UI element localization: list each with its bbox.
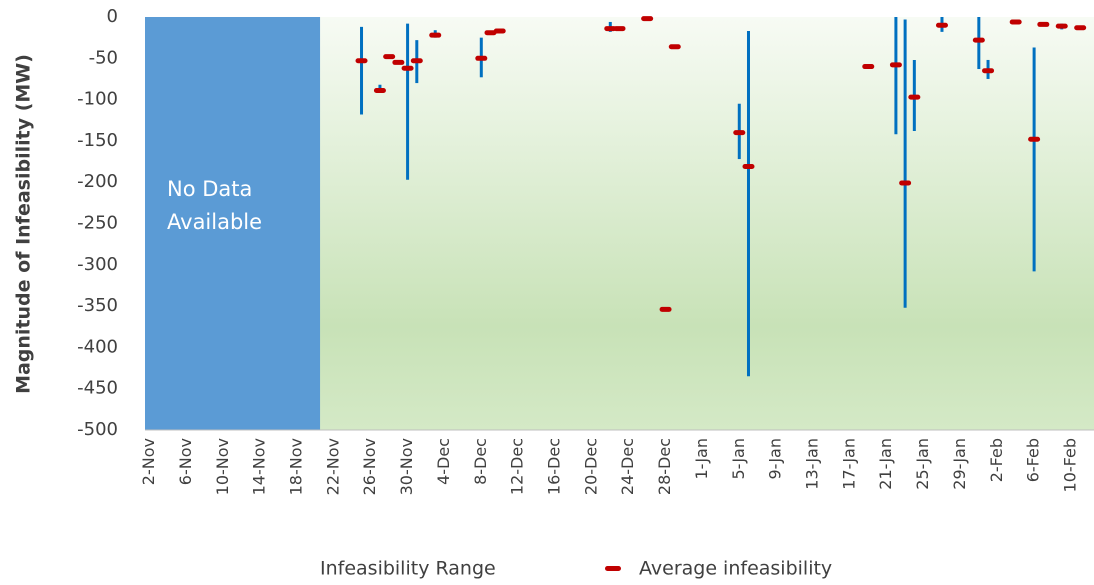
x-tick-label: 1-Jan [692,438,711,480]
average-marker [1009,19,1022,25]
x-tick-label: 2-Feb [987,438,1006,482]
legend-label: Infeasibility Range [320,558,496,580]
average-marker [641,16,654,22]
average-marker [742,164,755,170]
no-data-label: No Data [167,177,252,201]
no-data-region [145,17,321,430]
average-marker [1074,25,1087,31]
legend-label: Average infeasibility [639,558,832,580]
average-marker [1028,136,1041,142]
x-tick-label: 10-Nov [213,438,232,495]
average-marker [935,22,948,28]
x-tick-label: 29-Jan [950,438,969,490]
y-tick-label: -500 [77,419,118,440]
y-tick-label: -150 [77,130,118,151]
y-tick-label: -300 [77,254,118,275]
x-tick-label: 6-Feb [1024,438,1043,482]
x-tick-label: 16-Dec [545,438,564,495]
x-tick-label: 6-Nov [176,438,195,485]
average-marker [484,30,497,36]
average-marker [1055,23,1068,29]
average-marker [604,26,617,32]
x-tick-label: 24-Dec [618,438,637,495]
average-marker [475,55,488,61]
x-tick-label: 26-Nov [360,438,379,495]
x-tick-label: 18-Nov [287,438,306,495]
x-tick-label: 2-Nov [139,438,158,485]
x-tick-label: 22-Nov [323,438,342,495]
x-tick-label: 14-Nov [250,438,269,495]
x-tick-label: 25-Jan [913,438,932,490]
average-marker [972,37,985,43]
no-data-label: Available [167,210,262,234]
y-tick-label: -400 [77,336,118,357]
average-marker [1037,21,1050,27]
x-tick-label: 9-Jan [766,438,785,480]
x-tick-label: 28-Dec [655,438,674,495]
legend-marker [605,566,621,571]
y-tick-label: -250 [77,213,118,234]
y-tick-label: 0 [107,6,118,27]
x-tick-label: 4-Dec [434,438,453,485]
average-marker [668,44,681,50]
average-marker [862,64,875,70]
average-marker [401,65,414,71]
average-marker [355,58,368,64]
y-tick-label: -50 [89,47,118,68]
average-marker [392,59,405,65]
average-marker [373,88,386,94]
average-marker [982,68,995,74]
average-marker [410,58,423,64]
average-marker [613,26,626,32]
average-marker [908,94,921,100]
x-tick-label: 5-Jan [729,438,748,480]
y-tick-label: -350 [77,295,118,316]
x-tick-label: 20-Dec [581,438,600,495]
x-tick-label: 17-Jan [839,438,858,490]
x-tick-label: 12-Dec [508,438,527,495]
y-tick-label: -450 [77,378,118,399]
x-tick-label: 13-Jan [802,438,821,490]
average-marker [659,306,672,312]
x-tick-label: 10-Feb [1060,438,1079,492]
y-tick-label: -100 [77,89,118,110]
x-tick-label: 8-Dec [471,438,490,485]
average-marker [889,62,902,68]
average-marker [383,54,396,60]
y-axis-label: Magnitude of Infeasibility (MW) [13,54,35,394]
x-tick-label: 30-Nov [397,438,416,495]
average-marker [429,32,442,38]
average-marker [493,28,506,34]
y-tick-label: -200 [77,171,118,192]
average-marker [899,180,912,186]
x-tick-label: 21-Jan [876,438,895,490]
average-marker [733,130,746,136]
